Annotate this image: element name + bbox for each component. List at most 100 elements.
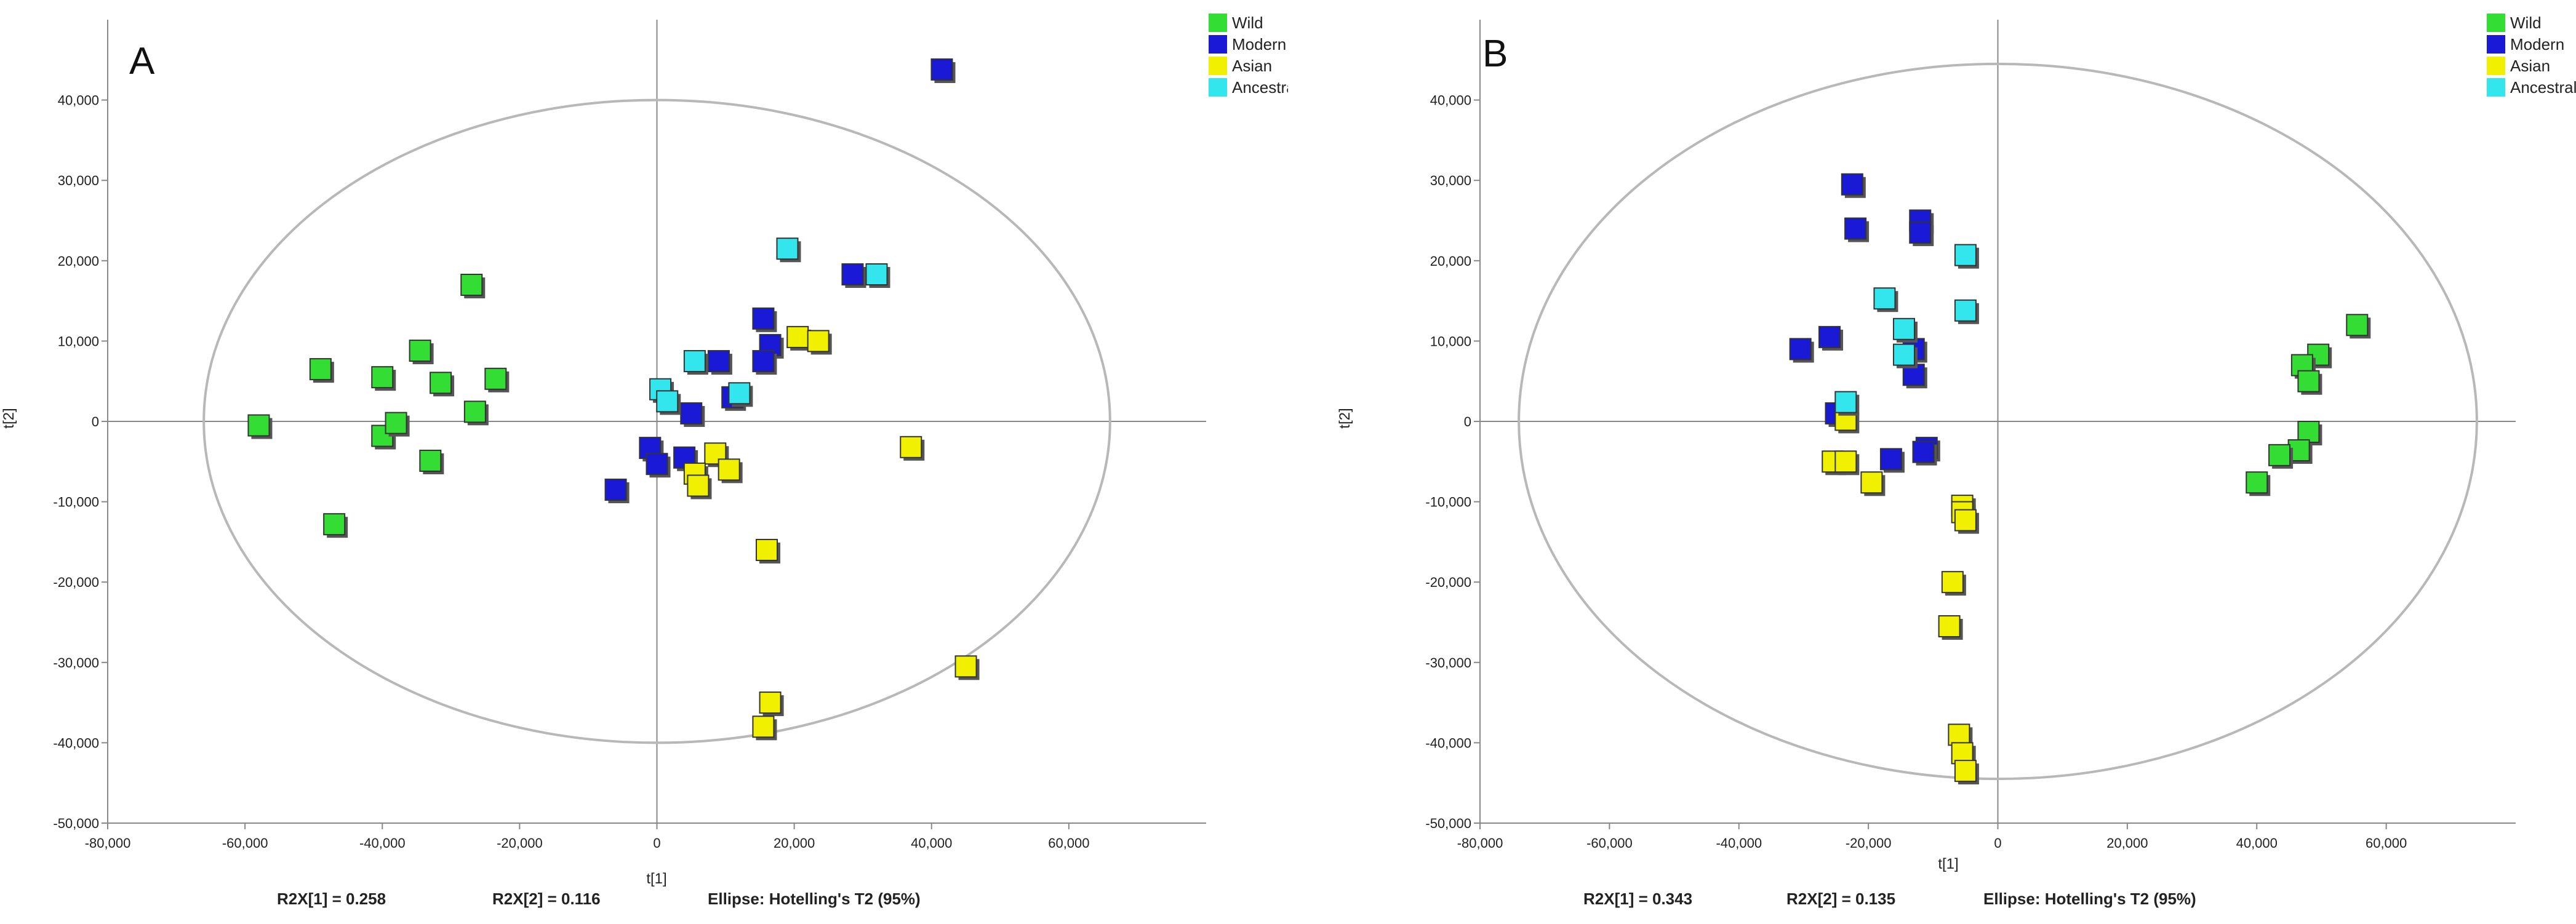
point-asian-a-10	[752, 715, 775, 738]
point-ancestral-a-0	[776, 237, 799, 260]
x-tick-label: 40,000	[2236, 835, 2278, 851]
x-tick-label: -20,000	[497, 835, 543, 851]
point-wild-a-9	[463, 400, 486, 423]
point-wild-a-11	[323, 513, 346, 536]
y-tick-label: 0	[1464, 414, 1471, 429]
legend-label-asian: Asian	[1232, 57, 1272, 75]
legend-a: Wild Modern Asian Ancestral	[1209, 14, 1288, 97]
point-modern-a-1	[841, 263, 864, 286]
point-modern-a-7	[680, 402, 703, 424]
point-wild-b-3	[2297, 370, 2320, 392]
r2x1-label-b: R2X[1] = 0.343	[1583, 890, 1692, 908]
y-tick-label: 40,000	[58, 93, 99, 108]
legend-swatch-modern	[2487, 35, 2505, 54]
y-tick-label: -10,000	[1425, 495, 1471, 510]
point-modern-a-10	[646, 453, 668, 476]
y-tick-label: -20,000	[1425, 575, 1471, 590]
point-asian-b-8	[1938, 615, 1961, 638]
point-ancestral-a-1	[865, 263, 888, 286]
y-tick-label: -10,000	[53, 495, 99, 510]
point-asian-b-6	[1954, 509, 1977, 532]
x-tick-label: -60,000	[1586, 835, 1633, 851]
point-modern-a-5	[707, 350, 730, 373]
point-modern-b-10	[1912, 440, 1935, 463]
x-tick-label: 60,000	[1048, 835, 1089, 851]
y-axis-label-a: t[2]	[1, 408, 17, 428]
point-wild-b-7	[2246, 471, 2268, 494]
hotelling-ellipse	[202, 98, 1111, 744]
point-asian-a-5	[687, 474, 710, 497]
point-ancestral-b-5	[1834, 391, 1857, 413]
x-tick-label: 0	[1994, 835, 2001, 851]
point-ancestral-b-3	[1892, 317, 1915, 340]
panel-label-b: B	[1482, 33, 1508, 75]
point-ancestral-b-0	[1954, 244, 1977, 266]
point-asian-a-8	[954, 655, 977, 678]
legend-label-ancestral: Ancestral	[1232, 78, 1288, 97]
y-tick-label: 20,000	[58, 253, 99, 269]
point-asian-b-7	[1941, 571, 1964, 594]
ellipse-label-a: Ellipse: Hotelling's T2 (95%)	[708, 890, 921, 908]
y-tick-label: -30,000	[53, 655, 99, 671]
y-axis-label-b: t[2]	[1337, 408, 1353, 428]
chart-panel-a: A t[1] t[2] R2X[1] = 0.258 R2X[2] = 0.11…	[1, 14, 1288, 908]
legend-label-asian: Asian	[2510, 57, 2550, 75]
point-asian-b-3	[1860, 471, 1883, 494]
x-tick-label: 60,000	[2366, 835, 2407, 851]
legend-label-wild: Wild	[1232, 14, 1263, 32]
point-wild-b-6	[2268, 444, 2291, 466]
point-wild-a-4	[430, 372, 452, 394]
x-tick-label: -60,000	[222, 835, 268, 851]
x-tick-label: -20,000	[1846, 835, 1892, 851]
point-modern-b-3	[1909, 221, 1932, 244]
x-tick-label: 20,000	[2106, 835, 2148, 851]
legend-swatch-asian	[1209, 57, 1227, 75]
point-asian-b-9	[1948, 723, 1970, 746]
point-modern-b-5	[1818, 325, 1841, 348]
legend-swatch-modern	[1209, 35, 1227, 54]
chart-panel-b: B t[1] t[2] R2X[1] = 0.343 R2X[2] = 0.13…	[1288, 0, 2576, 924]
chart-a-svg: A t[1] t[2] R2X[1] = 0.258 R2X[2] = 0.11…	[1, 14, 1288, 908]
hotelling-ellipse	[1518, 62, 2478, 781]
legend-swatch-ancestral	[1209, 78, 1227, 97]
point-wild-b-4	[2297, 420, 2320, 443]
y-tick-label: 40,000	[1430, 93, 1471, 108]
point-modern-b-11	[1879, 448, 1902, 471]
point-wild-a-2	[371, 366, 394, 389]
y-tick-label: 0	[92, 414, 99, 429]
y-tick-label: 10,000	[1430, 333, 1471, 349]
point-asian-a-9	[759, 691, 782, 714]
point-asian-a-6	[718, 458, 740, 481]
x-tick-label: -80,000	[85, 835, 131, 851]
point-wild-a-8	[385, 412, 407, 434]
point-wild-a-5	[460, 273, 483, 296]
y-tick-label: 30,000	[1430, 173, 1471, 188]
y-tick-label: -40,000	[1425, 735, 1471, 751]
legend-swatch-ancestral	[2487, 78, 2505, 97]
y-tick-label: 30,000	[58, 173, 99, 188]
x-tick-label: 0	[653, 835, 660, 851]
point-ancestral-a-3	[728, 382, 751, 405]
point-modern-a-0	[930, 58, 953, 81]
y-tick-label: -20,000	[53, 575, 99, 590]
point-ancestral-b-1	[1954, 299, 1977, 322]
point-ancestral-b-4	[1892, 343, 1915, 366]
x-tick-label: 40,000	[911, 835, 952, 851]
point-wild-a-6	[484, 367, 507, 390]
point-asian-a-2	[900, 436, 922, 458]
point-modern-b-4	[1789, 338, 1812, 360]
point-ancestral-a-2	[683, 350, 706, 373]
point-wild-a-3	[409, 340, 431, 362]
point-wild-a-1	[309, 358, 332, 381]
legend-label-wild: Wild	[2510, 14, 2542, 32]
y-tick-label: -50,000	[1425, 816, 1471, 831]
point-modern-b-1	[1844, 217, 1867, 240]
point-modern-a-8	[604, 479, 627, 501]
legend-swatch-wild	[1209, 14, 1227, 32]
y-tick-label: 20,000	[1430, 253, 1471, 269]
legend-b: Wild Modern Asian Ancestral	[2487, 14, 2576, 97]
x-tick-label: -40,000	[359, 835, 406, 851]
legend-label-modern: Modern	[1232, 35, 1286, 54]
legend-label-modern: Modern	[2510, 35, 2564, 54]
ellipse-label-b: Ellipse: Hotelling's T2 (95%)	[1983, 890, 2196, 908]
